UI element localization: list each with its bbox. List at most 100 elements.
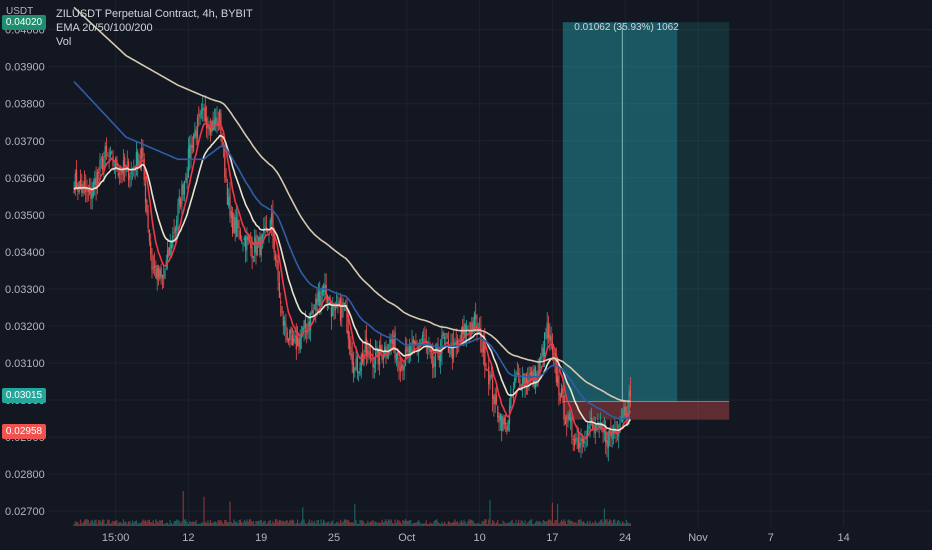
volume-bar: [596, 522, 598, 526]
candle-body: [616, 432, 618, 435]
ema-indicator-label[interactable]: EMA 20/50/100/200: [56, 22, 153, 34]
candle-body: [245, 236, 247, 251]
volume-bar: [250, 519, 252, 526]
candle-body: [333, 305, 335, 308]
volume-bar: [502, 520, 504, 526]
volume-bar: [203, 496, 205, 526]
candle-body: [463, 325, 465, 338]
candle-body: [277, 260, 279, 282]
time-axis[interactable]: 15:00 12 19 25 Oct 10 17 24 Nov 7 14: [102, 532, 850, 544]
volume-bar: [388, 519, 390, 526]
volume-bar: [389, 520, 391, 526]
volume-bar: [583, 521, 585, 526]
volume-bar: [172, 524, 174, 526]
candle-body: [239, 230, 241, 239]
volume-bar: [572, 522, 574, 526]
volume-bar: [278, 519, 280, 526]
volume-bar: [293, 520, 295, 526]
candle-body: [133, 167, 135, 169]
volume-bar: [131, 520, 134, 526]
candle-body: [261, 233, 264, 239]
volume-bar: [443, 521, 446, 526]
volume-bar: [135, 520, 137, 526]
volume-bar: [555, 519, 557, 526]
candle-body: [404, 349, 407, 366]
candle-body: [298, 339, 300, 348]
volume-bar: [594, 520, 596, 526]
candle-body: [105, 145, 108, 153]
volume-bar: [129, 520, 131, 526]
volume-bar: [294, 523, 296, 526]
volume-bar: [616, 520, 618, 526]
candle-body: [264, 226, 266, 227]
candle-body: [371, 357, 373, 359]
volume-bar: [544, 521, 546, 526]
y-tick-label: 0.02800: [5, 469, 45, 481]
candle-body: [609, 430, 611, 434]
volume-bar: [464, 522, 466, 526]
volume-bar: [111, 522, 113, 526]
candle-body: [412, 338, 414, 344]
volume-bar: [501, 523, 503, 526]
candle-body: [453, 342, 455, 358]
candle-body: [451, 346, 453, 360]
volume-bar: [83, 520, 85, 526]
candle-body: [456, 340, 459, 347]
volume-bar: [355, 520, 357, 526]
volume-bar: [261, 522, 264, 526]
candle-body: [489, 375, 491, 382]
volume-bar: [382, 522, 384, 526]
candle-body: [304, 318, 306, 329]
volume-bar: [351, 521, 353, 526]
candle-body: [347, 330, 349, 340]
volume-bar: [554, 520, 556, 526]
volume-bar: [290, 520, 292, 526]
candle-body: [620, 419, 622, 421]
candle-body: [424, 338, 426, 341]
candle-body: [250, 242, 252, 249]
candle-body: [102, 156, 104, 171]
volume-indicator-label[interactable]: Vol: [56, 36, 72, 48]
volume-bar: [529, 519, 531, 526]
volume-bar: [163, 523, 165, 526]
volume-bar: [588, 523, 590, 526]
candle-body: [499, 413, 501, 421]
candle-body: [95, 177, 97, 190]
volume-bar: [118, 521, 121, 526]
volume-bar: [363, 521, 365, 526]
candle-body: [402, 364, 404, 371]
candle-body: [354, 368, 356, 371]
volume-bar: [553, 523, 555, 526]
candle-body: [511, 395, 513, 397]
candle-body: [241, 239, 243, 242]
volume-bar: [313, 520, 316, 526]
long-position-tool[interactable]: [562, 22, 730, 420]
volume-bar: [77, 521, 79, 526]
volume-bar: [319, 524, 321, 526]
price-axis[interactable]: 0.040000.039000.038000.037000.036000.035…: [5, 25, 45, 519]
candle-body: [505, 423, 507, 425]
candle-body: [514, 378, 516, 388]
candle-body: [359, 367, 361, 375]
volume-bar: [432, 523, 434, 526]
candle-body: [346, 304, 348, 334]
volume-bar: [221, 521, 223, 526]
volume-bar: [399, 521, 401, 526]
symbol-title[interactable]: ZILUSDT Perpetual Contract, 4h, BYBIT: [56, 8, 253, 20]
candle-body: [313, 307, 316, 309]
candle-body: [225, 176, 227, 182]
volume-bar: [225, 520, 227, 526]
volume-bar: [475, 523, 477, 526]
candle-body: [624, 406, 626, 416]
x-tick-label: 25: [328, 532, 340, 544]
volume-bar: [577, 520, 579, 526]
candle-body: [289, 329, 291, 341]
volume-bar: [521, 520, 524, 526]
volume-bar: [540, 521, 542, 526]
candle-body: [183, 180, 186, 195]
candle-body: [177, 204, 179, 221]
candle-body: [512, 388, 514, 395]
candle-body: [485, 367, 487, 370]
volume-bar: [402, 520, 404, 526]
